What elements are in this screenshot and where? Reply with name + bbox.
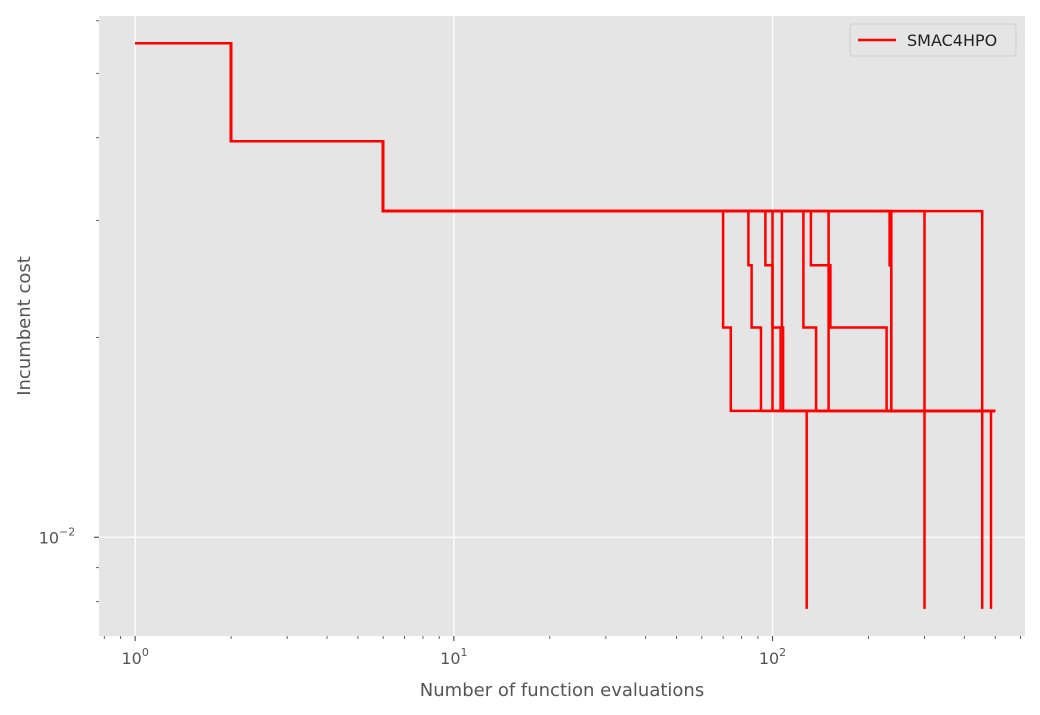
legend: SMAC4HPO [849, 23, 1017, 57]
x-tick-label: 102 [759, 646, 786, 668]
x-axis-label: Number of function evaluations [420, 680, 704, 701]
series-lines [135, 41, 996, 609]
y-axis-label: Incumbent cost [14, 256, 35, 396]
x-tick-label: 100 [121, 646, 148, 668]
legend-label-smac4hpo: SMAC4HPO [907, 31, 997, 50]
plot-area [99, 16, 1025, 636]
y-tick-label: 10−2 [39, 525, 76, 547]
series-run-12 [135, 41, 993, 609]
x-tick-label: 101 [440, 646, 467, 668]
legend-box [849, 23, 1017, 57]
